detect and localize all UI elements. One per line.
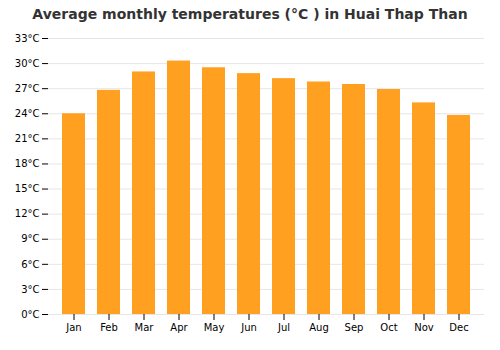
- svg-text:9°C: 9°C: [21, 233, 39, 244]
- svg-text:21°C: 21°C: [15, 133, 40, 144]
- svg-text:Mar: Mar: [135, 322, 155, 333]
- svg-text:15°C: 15°C: [15, 183, 40, 194]
- svg-text:Nov: Nov: [414, 322, 434, 333]
- svg-text:Sep: Sep: [345, 322, 364, 333]
- svg-text:33°C: 33°C: [15, 33, 40, 44]
- html-text:Average monthly temperatures (: Average monthly temperatures (°C ) in Hu…: [32, 6, 468, 22]
- svg-text:Apr: Apr: [170, 322, 188, 333]
- svg-text:27°C: 27°C: [15, 83, 40, 94]
- svg-text:3°C: 3°C: [21, 284, 39, 295]
- svg-text:May: May: [204, 322, 225, 333]
- svg-text:Oct: Oct: [380, 322, 397, 333]
- svg-text:Jun: Jun: [240, 322, 257, 333]
- svg-text:12°C: 12°C: [15, 208, 40, 219]
- svg-text:Dec: Dec: [449, 322, 468, 333]
- svg-text:Jan: Jan: [65, 322, 81, 333]
- svg-text:18°C: 18°C: [15, 158, 40, 169]
- svg-text:Aug: Aug: [309, 322, 329, 333]
- svg-text:0°C: 0°C: [21, 309, 39, 320]
- svg-text:24°C: 24°C: [15, 108, 40, 119]
- svg-text:Jul: Jul: [277, 322, 290, 333]
- svg-text:Feb: Feb: [100, 322, 118, 333]
- svg-text:30°C: 30°C: [15, 58, 40, 69]
- svg-text:6°C: 6°C: [21, 259, 39, 270]
